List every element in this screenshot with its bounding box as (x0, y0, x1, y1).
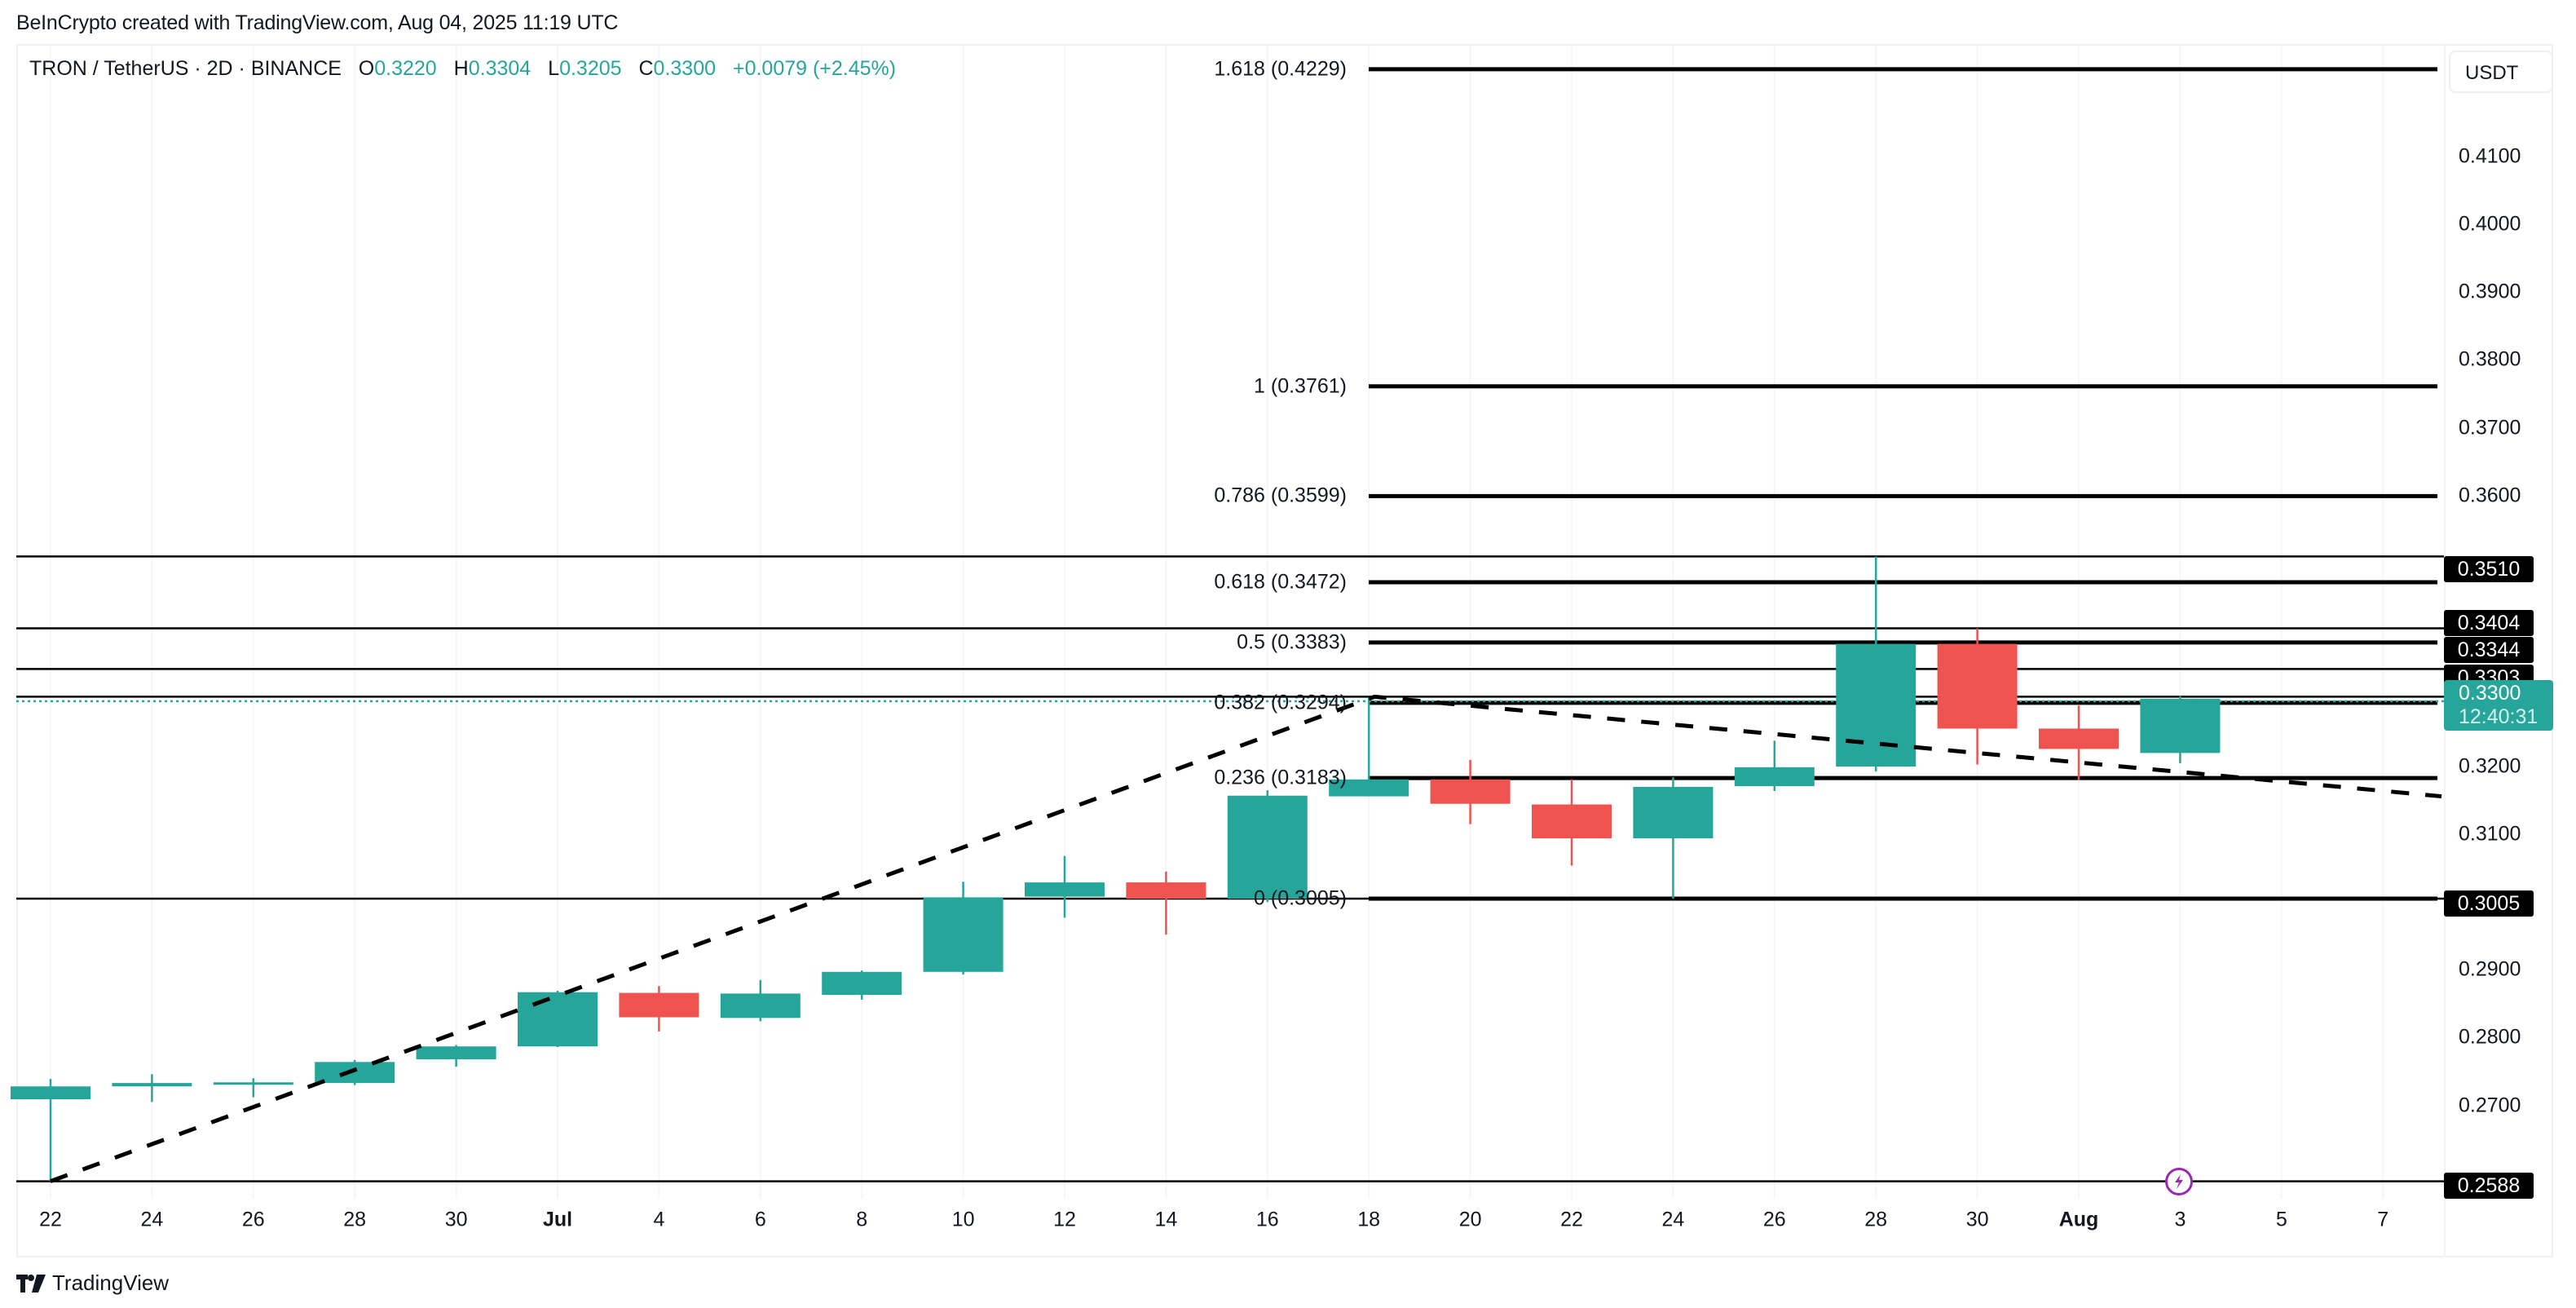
candle-body (2140, 698, 2221, 753)
trendline-dashed (50, 694, 2442, 1183)
price-axis-tick: 0.3200 (2459, 754, 2521, 778)
low-value: 0.3205 (559, 57, 622, 80)
fib-level-label: 0.236 (0.3183) (1214, 766, 1347, 789)
low-label: L (548, 57, 560, 80)
time-axis-tick: 10 (951, 1208, 975, 1231)
candle-body (1126, 882, 1206, 899)
time-axis-tick: 3 (2174, 1208, 2186, 1231)
time-axis-tick: 12 (1053, 1208, 1076, 1231)
time-axis-tick: 14 (1154, 1208, 1178, 1231)
candle-body (1329, 779, 1409, 797)
price-axis-tick: 0.3100 (2459, 822, 2521, 846)
tradingview-logo[interactable]: TradingView (16, 1270, 169, 1296)
symbol-legend: TRON / TetherUS · 2D · BINANCE O0.3220 H… (29, 57, 907, 81)
fib-level-label: 1 (0.3761) (1254, 374, 1347, 398)
price-axis-tick: 0.3700 (2459, 416, 2521, 439)
time-axis-tick: 16 (1255, 1208, 1279, 1231)
symbol-title[interactable]: TRON / TetherUS · 2D · BINANCE (29, 57, 342, 80)
candle-body (1532, 804, 1612, 839)
time-axis-tick: 26 (1762, 1208, 1786, 1231)
candle-body (112, 1083, 192, 1087)
fib-level-label: 0 (0.3005) (1254, 886, 1347, 910)
candle-body (11, 1086, 90, 1100)
fib-level-label: 0.382 (0.3294) (1214, 691, 1347, 714)
price-axis-tick: 0.3600 (2459, 484, 2521, 507)
price-axis-tick: 0.2800 (2459, 1025, 2521, 1049)
price-level-tag: 0.3510 (2444, 556, 2534, 582)
chart-credit: BeInCrypto created with TradingView.com,… (16, 11, 619, 34)
price-level-tag: 0.3005 (2444, 890, 2534, 917)
current-price-tag: 0.3300 12:40:31 (2444, 680, 2553, 731)
price-level-tag: 0.2588 (2444, 1173, 2534, 1199)
price-level-tag: 0.3344 (2444, 637, 2534, 663)
candle-body (1430, 779, 1511, 804)
candle-body (1025, 882, 1105, 897)
candle-body (2039, 728, 2119, 749)
bar-countdown: 12:40:31 (2459, 705, 2539, 728)
time-axis-tick: 8 (856, 1208, 868, 1231)
candle-body (619, 992, 699, 1018)
candle-body (416, 1046, 496, 1059)
time-axis-tick: Jul (542, 1208, 573, 1231)
price-axis-tick: 0.3900 (2459, 280, 2521, 303)
candle-body (1937, 643, 2018, 729)
price-axis-tick: 0.4000 (2459, 212, 2521, 236)
candle-body (1836, 643, 1917, 767)
tradingview-brand: TradingView (52, 1270, 170, 1295)
tradingview-logo-icon (16, 1274, 46, 1293)
price-axis-tick: 0.2900 (2459, 957, 2521, 981)
currency-button[interactable]: USDT (2449, 51, 2553, 93)
candle-body (315, 1062, 395, 1084)
candle-body (720, 993, 801, 1019)
close-value: 0.3300 (653, 57, 717, 80)
time-axis-tick: 20 (1458, 1208, 1482, 1231)
time-axis-tick: Aug (2058, 1208, 2099, 1231)
time-axis-tick: 24 (140, 1208, 164, 1231)
time-axis-tick: 26 (241, 1208, 265, 1231)
fib-level-label: 0.786 (0.3599) (1214, 484, 1347, 507)
time-axis-tick: 22 (1560, 1208, 1583, 1231)
open-label: O (358, 57, 375, 80)
candle-body (923, 897, 1003, 972)
close-label: C (638, 57, 654, 80)
time-axis-tick: 6 (754, 1208, 766, 1231)
fib-level-label: 0.5 (0.3383) (1237, 630, 1347, 654)
time-axis-tick: 30 (444, 1208, 468, 1231)
time-axis-tick: 18 (1357, 1208, 1381, 1231)
open-value: 0.3220 (374, 57, 437, 80)
price-axis-tick: 0.2700 (2459, 1094, 2521, 1116)
time-axis-tick: 5 (2275, 1208, 2287, 1231)
time-axis-tick: 7 (2377, 1208, 2389, 1231)
time-axis-tick: 22 (39, 1208, 62, 1231)
price-level-tag: 0.3404 (2444, 610, 2534, 636)
high-label: H (453, 57, 469, 80)
high-value: 0.3304 (468, 57, 532, 80)
candle-body (1227, 795, 1308, 899)
change-value: +0.0079 (+2.45%) (732, 57, 897, 80)
candle-body (822, 971, 902, 996)
price-axis-tick: 0.3800 (2459, 347, 2521, 371)
candle-body (1734, 767, 1815, 787)
time-axis-tick: 28 (1864, 1208, 1888, 1231)
candle-body (213, 1082, 293, 1085)
current-price: 0.3300 (2459, 682, 2521, 705)
event-lightning-icon[interactable] (2165, 1168, 2193, 1195)
time-axis-tick: 4 (653, 1208, 665, 1231)
fib-level-label: 0.618 (0.3472) (1214, 570, 1347, 594)
price-axis-tick: 0.4100 (2459, 144, 2521, 168)
candle-body (1633, 786, 1714, 839)
candle-body (518, 992, 598, 1047)
time-axis-tick: 28 (343, 1208, 367, 1231)
fib-level-label: 1.618 (0.4229) (1214, 57, 1347, 81)
time-axis-tick: 30 (1965, 1208, 1989, 1231)
time-axis-tick: 24 (1661, 1208, 1685, 1231)
